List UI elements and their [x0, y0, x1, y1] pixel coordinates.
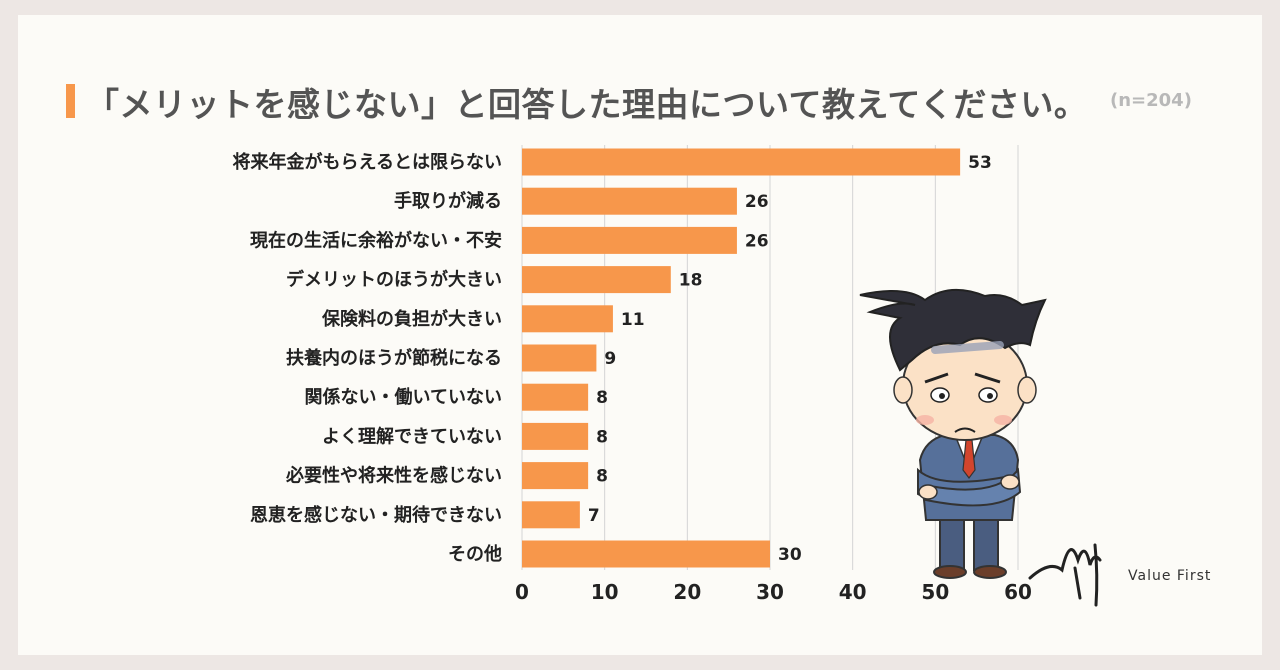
- businessman-illustration: [859, 288, 1047, 579]
- bars: [522, 148, 961, 568]
- value-labels: 53 26 26 18 119 8 8 8 7 30: [588, 153, 992, 565]
- value-label: 8: [596, 388, 608, 408]
- category-label: 将来年金がもらえるとは限らない: [233, 151, 502, 173]
- bar: [522, 344, 597, 372]
- x-tick-label: 40: [839, 580, 867, 604]
- bar: [522, 540, 770, 568]
- value-first-logo: [1028, 543, 1102, 607]
- value-label: 8: [596, 427, 608, 447]
- value-label: 26: [745, 231, 769, 251]
- x-tick-label: 30: [756, 580, 784, 604]
- value-label: 18: [679, 271, 703, 291]
- bar: [522, 148, 961, 176]
- category-label: 関係ない・働いていない: [305, 386, 502, 408]
- bar: [522, 187, 737, 215]
- category-label: 現在の生活に余裕がない・不安: [250, 229, 502, 251]
- x-tick-label: 60: [1004, 580, 1032, 604]
- bar: [522, 422, 589, 450]
- chart-title: 「メリットを感じない」と回答した理由について教えてください。: [86, 85, 1088, 124]
- category-labels: 将来年金がもらえるとは限らない手取りが減る現在の生活に余裕がない・不安デメリット…: [233, 151, 502, 565]
- title-accent-bar: [66, 84, 75, 118]
- value-label: 8: [596, 467, 608, 487]
- category-label: よく理解できていない: [322, 425, 502, 447]
- x-tick-label: 0: [515, 580, 529, 604]
- value-label: 26: [745, 192, 769, 212]
- bar: [522, 501, 580, 529]
- x-tick-label: 20: [673, 580, 701, 604]
- value-label: 7: [588, 506, 600, 526]
- value-label: 30: [778, 545, 802, 565]
- x-tick-label: 10: [591, 580, 619, 604]
- category-label: 保険料の負担が大きい: [321, 308, 502, 330]
- category-label: 恩恵を感じない・期待できない: [250, 504, 502, 526]
- category-label: その他: [448, 543, 502, 565]
- bar: [522, 462, 589, 490]
- value-label: 9: [604, 349, 616, 369]
- bar: [522, 266, 671, 294]
- logo-text: Value First: [1128, 568, 1211, 584]
- value-label: 11: [621, 310, 645, 330]
- bar: [522, 305, 613, 333]
- x-tick-label: 50: [921, 580, 949, 604]
- category-label: 扶養内のほうが節税になる: [286, 347, 502, 369]
- category-label: 手取りが減る: [394, 190, 502, 212]
- category-label: 必要性や将来性を感じない: [285, 465, 502, 487]
- bar: [522, 226, 737, 254]
- bar: [522, 383, 589, 411]
- sample-size-label: (n=204): [1110, 90, 1192, 111]
- category-label: デメリットのほうが大きい: [286, 269, 502, 291]
- value-label: 53: [968, 153, 992, 173]
- x-tick-labels: 0 10 20 30 40 50 60: [515, 580, 1032, 604]
